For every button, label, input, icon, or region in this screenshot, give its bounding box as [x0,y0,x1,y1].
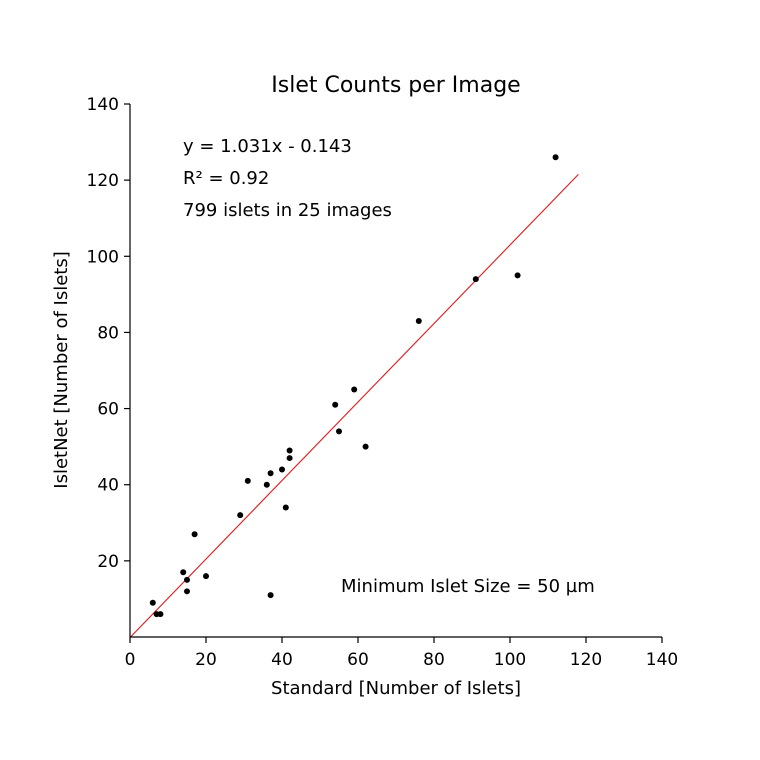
data-point [279,466,285,473]
data-point [184,576,190,583]
data-point [237,512,244,519]
fit-equation: y = 1.031x - 0.143 [183,136,352,157]
data-point [282,504,289,511]
x-tick-label: 0 [125,650,136,670]
data-point [552,154,559,161]
data-point [351,386,358,393]
data-point [362,443,369,450]
data-point [263,481,270,488]
data-point [472,276,479,283]
islet-summary: 799 islets in 25 images [183,200,392,221]
data-point [157,611,164,618]
data-point [149,599,156,606]
data-point [267,470,274,477]
x-axis-ticks: 0 20 40 60 80 100 120 140 [125,637,678,670]
x-tick-label: 120 [570,650,602,670]
data-point [184,588,190,595]
y-axis-ticks: 20 40 60 80 100 120 140 [87,95,130,572]
y-tick-label: 20 [97,552,119,572]
y-axis-label: IsletNet [Number of Islets] [51,251,72,488]
y-tick-label: 140 [87,95,119,115]
data-point [286,447,293,454]
regression-line [129,173,579,638]
y-tick-label: 100 [87,247,119,267]
minimum-size-note: Minimum Islet Size = 50 µm [341,576,595,597]
data-point [332,401,339,408]
x-tick-label: 20 [195,650,217,670]
data-point [267,592,274,599]
data-point [514,272,521,279]
y-tick-label: 80 [97,323,119,343]
data-point [244,477,251,484]
x-tick-label: 60 [347,650,369,670]
y-tick-label: 60 [97,400,119,420]
plot-area [129,154,579,638]
y-tick-label: 120 [87,171,119,191]
data-point [415,318,422,325]
x-tick-label: 40 [271,650,293,670]
y-tick-label: 40 [97,476,119,496]
data-point [203,573,209,580]
x-tick-label: 140 [646,650,678,670]
data-point [180,569,187,576]
x-tick-label: 80 [423,650,445,670]
r-squared: R² = 0.92 [183,168,269,189]
data-point [191,531,198,538]
x-tick-label: 100 [494,650,526,670]
chart-title: Islet Counts per Image [271,73,520,98]
data-point [336,428,342,435]
data-point [286,455,293,462]
x-axis-label: Standard [Number of Islets] [271,678,521,699]
